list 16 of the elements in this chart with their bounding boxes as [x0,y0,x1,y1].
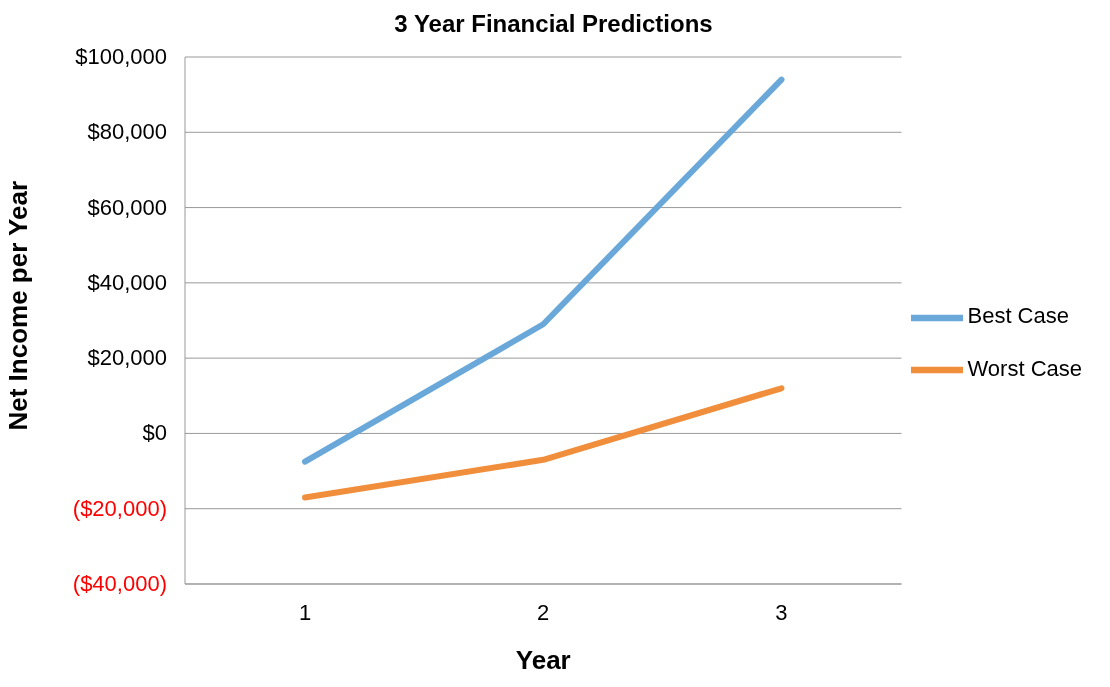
legend-label: Worst Case [967,355,1082,381]
x-tick-label: 2 [537,599,550,625]
y-tick-label: $60,000 [87,194,167,220]
x-axis-title: Year [515,645,571,675]
y-axis-title: Net Income per Year [3,180,34,431]
legend-label: Best Case [967,303,1069,329]
y-tick-label: $80,000 [87,119,167,145]
chart-title: 3 Year Financial Predictions [393,10,714,38]
y-tick-label: ($40,000) [72,571,167,596]
y-tick-label: $0 [142,420,167,446]
x-tick-label: 3 [775,599,788,625]
y-tick-label: $20,000 [87,345,167,371]
y-tick-label: $40,000 [87,269,167,295]
y-tick-label: ($20,000) [72,495,167,521]
x-tick-label: 1 [298,599,312,625]
y-tick-label: $100,000 [75,44,167,69]
